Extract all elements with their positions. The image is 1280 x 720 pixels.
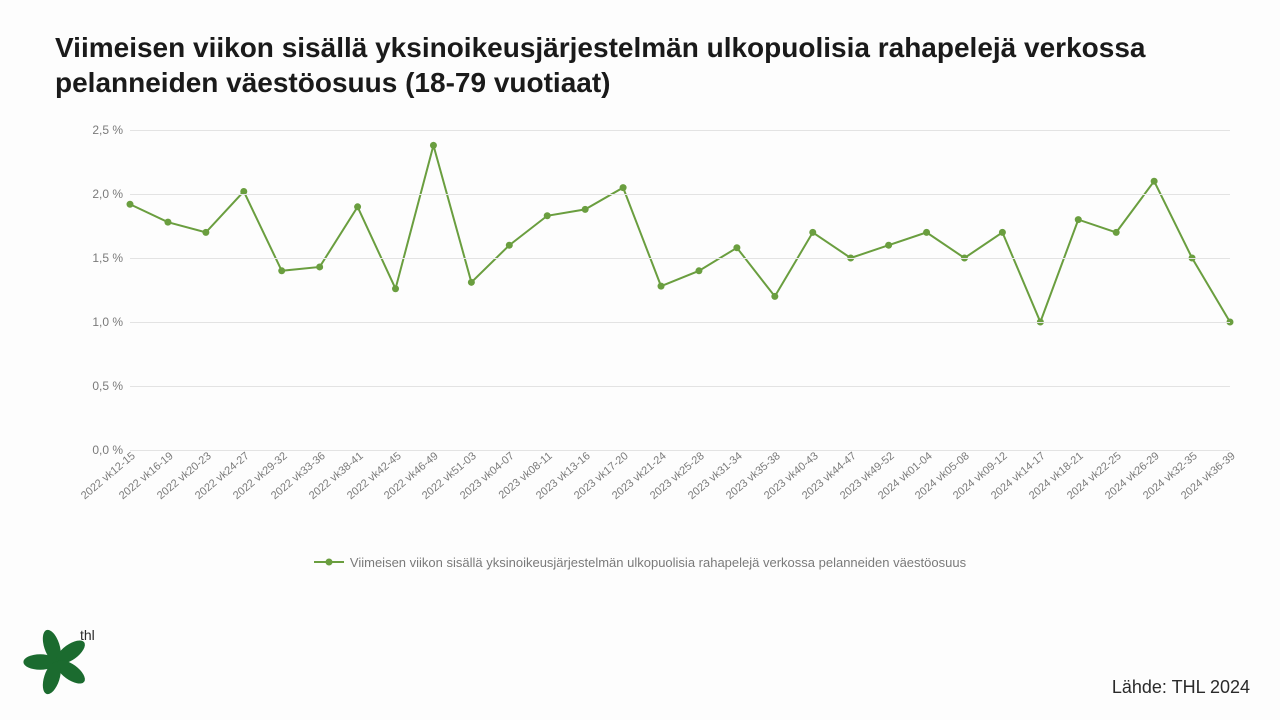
data-point xyxy=(885,242,892,249)
data-point xyxy=(127,201,134,208)
plot-region: 0,0 %0,5 %1,0 %1,5 %2,0 %2,5 %2022 vk12-… xyxy=(130,130,1230,450)
data-point xyxy=(354,203,361,210)
data-point xyxy=(658,283,665,290)
data-point xyxy=(316,263,323,270)
data-point xyxy=(771,293,778,300)
gridline xyxy=(130,130,1230,131)
data-point xyxy=(582,206,589,213)
chart-area: 0,0 %0,5 %1,0 %1,5 %2,0 %2,5 %2022 vk12-… xyxy=(75,120,1240,540)
y-tick-label: 2,0 % xyxy=(75,187,123,201)
data-point xyxy=(278,267,285,274)
source-label: Lähde: THL 2024 xyxy=(1112,677,1250,698)
data-point xyxy=(430,142,437,149)
data-point xyxy=(809,229,816,236)
data-point xyxy=(733,244,740,251)
thl-logo-text: thl xyxy=(80,627,95,643)
y-tick-label: 1,0 % xyxy=(75,315,123,329)
gridline xyxy=(130,194,1230,195)
data-point xyxy=(468,279,475,286)
data-point xyxy=(392,285,399,292)
series-line xyxy=(130,145,1230,322)
gridline xyxy=(130,322,1230,323)
y-tick-label: 2,5 % xyxy=(75,123,123,137)
gridline xyxy=(130,258,1230,259)
y-tick-label: 1,5 % xyxy=(75,251,123,265)
gridline xyxy=(130,450,1230,451)
data-point xyxy=(202,229,209,236)
y-tick-label: 0,5 % xyxy=(75,379,123,393)
data-point xyxy=(1075,216,1082,223)
chart-title: Viimeisen viikon sisällä yksinoikeusjärj… xyxy=(55,30,1225,100)
data-point xyxy=(923,229,930,236)
thl-logo: thl xyxy=(22,627,92,702)
y-tick-label: 0,0 % xyxy=(75,443,123,457)
legend-label: Viimeisen viikon sisällä yksinoikeusjärj… xyxy=(350,555,966,570)
data-point xyxy=(999,229,1006,236)
data-point xyxy=(620,184,627,191)
gridline xyxy=(130,386,1230,387)
data-point xyxy=(506,242,513,249)
data-point xyxy=(1113,229,1120,236)
data-point xyxy=(695,267,702,274)
line-series-svg xyxy=(130,130,1230,450)
data-point xyxy=(164,219,171,226)
data-point xyxy=(1151,178,1158,185)
legend: Viimeisen viikon sisällä yksinoikeusjärj… xyxy=(0,555,1280,571)
data-point xyxy=(544,212,551,219)
legend-marker-icon xyxy=(314,556,344,571)
